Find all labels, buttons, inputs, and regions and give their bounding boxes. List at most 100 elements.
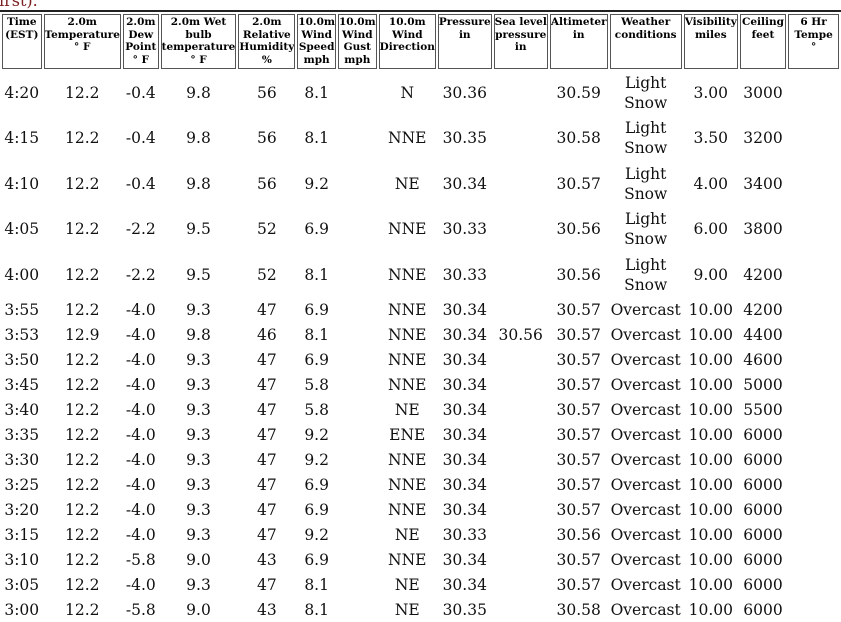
cell: 52 [256,265,277,284]
cell: 5.8 [304,376,329,394]
cell: 3:30 [4,451,40,469]
cell: Overcast [610,401,681,419]
cell: NNE [388,301,427,319]
cell [338,253,377,297]
cell: 4:00 [4,265,40,284]
cell [338,349,377,372]
cell: -4.0 [125,501,156,519]
column-header: 10.0m Wind Direction [378,14,436,69]
cell [788,208,839,252]
cell: 10.00 [688,451,733,469]
cell: ENE [389,426,426,444]
cell [494,574,548,597]
cell [788,71,839,115]
cell: 30.35 [442,601,487,619]
cell: 10.00 [688,401,733,419]
data-row: 3:50 12.2 -4.0 9.3 47 6.9 NNE 30.34 30.57 Overcas… [2,349,839,372]
data-row: 3:45 12.2 -4.0 9.3 47 5.8 NNE 30.34 30.57 Overcas… [2,374,839,397]
note: irst). [0,0,38,10]
cell: 30.34 [442,301,487,319]
cell: 30.57 [556,426,601,444]
header-line: Ceiling [741,16,784,28]
cell: 8.1 [304,326,329,344]
cell: 9.5 [186,220,211,239]
cell: 12.2 [64,220,100,239]
cell: 47 [256,351,277,369]
cell: 10.00 [688,576,733,594]
cell: 30.57 [556,376,601,394]
cell: 9.3 [186,476,211,494]
cell [338,449,377,472]
header-line: Altimeter [550,16,607,28]
cell: 9.5 [186,265,211,284]
cell: Overcast [610,576,681,594]
cell: 8.1 [304,83,329,102]
cell: 8.1 [304,601,329,619]
cell: 12.2 [64,551,100,569]
cell: 9.3 [186,451,211,469]
header-line: Gust [343,41,372,53]
cell: 30.57 [556,301,601,319]
cell [494,349,548,372]
cell [338,208,377,252]
cell: 3:20 [4,501,40,519]
cell: 9.8 [186,174,211,193]
data-row: 3:40 12.2 -4.0 9.3 47 5.8 NE 30.34 30.57 Overcast… [2,399,839,422]
cell: Overcast [610,476,681,494]
cell [494,549,548,572]
cell [788,253,839,297]
header-line: 10.0m [298,16,335,28]
cell: 10.00 [688,601,733,619]
cell: NE [394,526,420,544]
column-header: Ceiling feet [739,14,787,69]
cell: 47 [256,426,277,444]
data-row: 3:25 12.2 -4.0 9.3 47 6.9 NNE 30.34 30.57 Overcas… [2,474,839,497]
cell: 6.9 [304,220,329,239]
cell [494,499,548,522]
cell: 6000 [743,426,783,444]
header-line: mph [344,53,371,66]
cell [338,549,377,572]
cell: 4:10 [4,174,40,193]
cell: 3.50 [693,129,729,148]
cell: 30.33 [442,220,487,239]
cell: 12.2 [64,476,100,494]
cell: 12.2 [64,301,100,319]
cell: Overcast [610,601,681,619]
header-line: 10.0m [338,16,376,28]
cell: 10.00 [688,526,733,544]
cell: Light Snow [624,164,668,203]
cell: 9.3 [186,376,211,394]
cell [788,349,839,372]
cell: 6.9 [304,476,329,494]
header-line: Relative [242,28,291,41]
cell: 30.57 [556,351,601,369]
cell: 4.00 [693,174,729,193]
header-row: Time (EST) 2.0m Temperature ° F 2.0m Dew Point °… [2,14,839,69]
cell: 12.2 [64,401,100,419]
cell [494,449,548,472]
rule [0,10,841,12]
cell: 3:53 [4,326,40,344]
cell: 52 [256,220,277,239]
cell: 12.2 [64,351,100,369]
cell: 47 [256,476,277,494]
cell: 30.34 [442,451,487,469]
cell: 56 [256,174,277,193]
cell [788,574,839,597]
header-line: Wind [301,28,332,41]
cell: 3:40 [4,401,40,419]
cell: 10.00 [688,476,733,494]
cell: -4.0 [125,401,156,419]
cell: 12.2 [64,174,100,193]
cell: 30.56 [556,526,601,544]
cell: 9.3 [186,526,211,544]
cell: 6.9 [304,501,329,519]
data-row: 3:00 12.2 -5.8 9.0 43 8.1 NE 30.35 30.58 Overcast… [2,599,839,622]
cell [494,117,548,161]
data-row: 3:35 12.2 -4.0 9.3 47 9.2 ENE 30.34 30.57 Overcas… [2,424,839,447]
cell [338,374,377,397]
cell: -4.0 [125,576,156,594]
cell: -4.0 [125,351,156,369]
cell: 10.00 [688,551,733,569]
